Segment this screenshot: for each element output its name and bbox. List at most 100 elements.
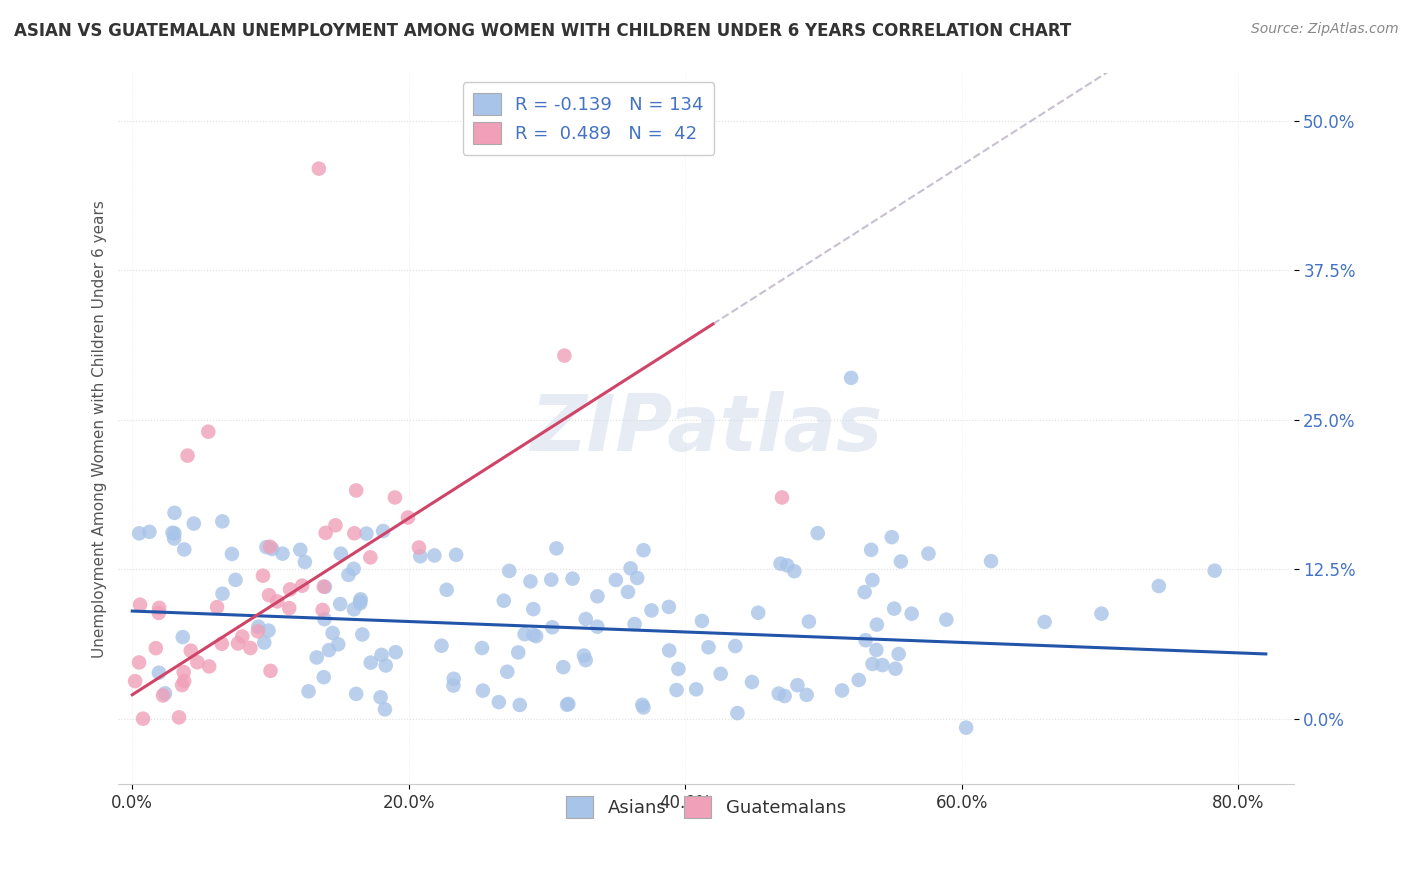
Point	[163, 532, 186, 546]
Point	[350, 592, 373, 607]
Point	[955, 721, 977, 735]
Point	[1033, 615, 1056, 629]
Point	[315, 525, 337, 540]
Point	[305, 650, 328, 665]
Point	[541, 620, 564, 634]
Point	[138, 524, 160, 539]
Point	[860, 542, 883, 557]
Point	[163, 526, 186, 541]
Point	[352, 627, 374, 641]
Point	[262, 541, 284, 556]
Point	[786, 678, 808, 692]
Point	[172, 630, 194, 644]
Point	[626, 571, 648, 585]
Point	[862, 657, 884, 671]
Point	[884, 662, 907, 676]
Point	[880, 530, 903, 544]
Point	[278, 601, 301, 615]
Point	[259, 540, 281, 554]
Point	[344, 483, 367, 498]
Point	[605, 573, 627, 587]
Point	[866, 617, 889, 632]
Point	[1090, 607, 1112, 621]
Point	[773, 689, 796, 703]
Point	[396, 510, 419, 524]
Point	[872, 658, 894, 673]
Point	[225, 573, 247, 587]
Point	[685, 682, 707, 697]
Point	[198, 659, 221, 673]
Point	[524, 629, 547, 643]
Point	[522, 628, 544, 642]
Point	[586, 620, 609, 634]
Point	[359, 550, 381, 565]
Point	[796, 688, 818, 702]
Point	[430, 639, 453, 653]
Point	[172, 678, 194, 692]
Point	[855, 633, 877, 648]
Point	[665, 683, 688, 698]
Point	[312, 580, 335, 594]
Point	[294, 555, 316, 569]
Point	[710, 666, 733, 681]
Point	[271, 547, 294, 561]
Point	[349, 596, 371, 610]
Point	[278, 582, 301, 597]
Point	[443, 672, 465, 686]
Point	[409, 549, 432, 564]
Point	[658, 643, 681, 657]
Point	[344, 687, 367, 701]
Point	[444, 548, 467, 562]
Point	[555, 698, 578, 712]
Point	[540, 573, 562, 587]
Point	[329, 547, 352, 561]
Point	[783, 564, 806, 578]
Point	[257, 624, 280, 638]
Point	[853, 585, 876, 599]
Point	[318, 643, 340, 657]
Point	[128, 656, 150, 670]
Point	[325, 518, 347, 533]
Point	[770, 491, 793, 505]
Point	[205, 600, 228, 615]
Point	[311, 603, 333, 617]
Point	[807, 526, 830, 541]
Point	[128, 526, 150, 541]
Point	[259, 664, 281, 678]
Point	[226, 636, 249, 650]
Point	[374, 658, 396, 673]
Point	[231, 630, 253, 644]
Point	[900, 607, 922, 621]
Point	[384, 491, 406, 505]
Point	[360, 656, 382, 670]
Point	[546, 541, 568, 556]
Point	[724, 639, 747, 653]
Point	[980, 554, 1002, 568]
Point	[312, 670, 335, 684]
Point	[173, 673, 195, 688]
Point	[343, 602, 366, 616]
Point	[831, 683, 853, 698]
Point	[586, 589, 609, 603]
Point	[498, 564, 520, 578]
Point	[329, 597, 352, 611]
Point	[890, 554, 912, 568]
Point	[162, 525, 184, 540]
Point	[322, 626, 344, 640]
Point	[797, 615, 820, 629]
Point	[557, 697, 579, 711]
Point	[768, 687, 790, 701]
Point	[488, 695, 510, 709]
Point	[343, 526, 366, 541]
Point	[633, 700, 655, 714]
Point	[631, 698, 654, 712]
Point	[314, 580, 336, 594]
Point	[935, 613, 957, 627]
Point	[163, 506, 186, 520]
Point	[180, 643, 202, 657]
Point	[148, 606, 170, 620]
Point	[492, 593, 515, 607]
Point	[257, 588, 280, 602]
Point	[247, 620, 270, 634]
Point	[343, 562, 366, 576]
